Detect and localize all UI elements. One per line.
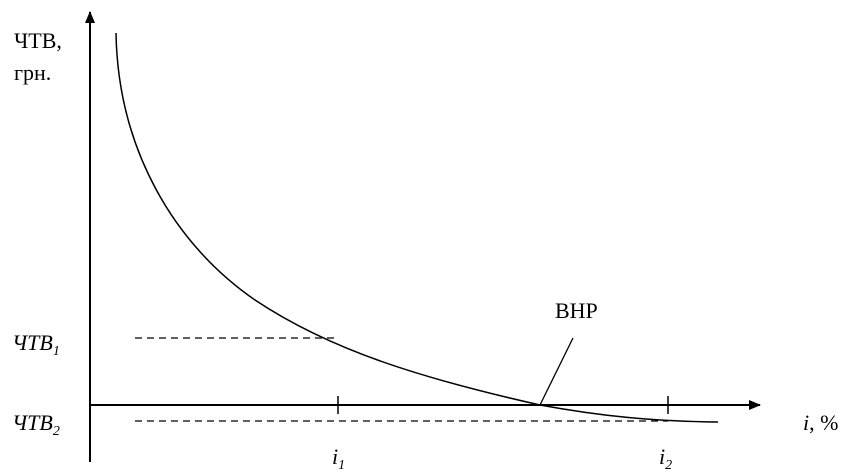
i1-label-base: i <box>332 444 338 469</box>
x-axis-label: i, % <box>803 410 838 435</box>
x-axis-label-var: i <box>803 410 809 435</box>
i2-label-base: i <box>659 444 665 469</box>
npv1-label-sub: 1 <box>53 344 60 359</box>
x-axis-label-unit: , % <box>809 410 838 435</box>
npv1-label: ЧТВ1 <box>12 330 60 359</box>
i2-label: i2 <box>659 444 672 473</box>
i1-label-sub: 1 <box>338 458 345 473</box>
npv2-label: ЧТВ2 <box>12 410 60 439</box>
irr-label: ВНР <box>555 298 598 323</box>
npv1-label-base: ЧТВ <box>12 330 53 355</box>
npv-curve <box>115 32 719 423</box>
y-axis-label-line2: грн. <box>14 60 51 85</box>
irr-pointer-line <box>539 337 574 406</box>
i1-label: i1 <box>332 444 345 473</box>
i2-label-sub: 2 <box>665 458 672 473</box>
npv2-label-sub: 2 <box>53 424 60 439</box>
y-axis-label-line1: ЧТВ, <box>14 28 62 53</box>
npv2-label-base: ЧТВ <box>12 410 53 435</box>
